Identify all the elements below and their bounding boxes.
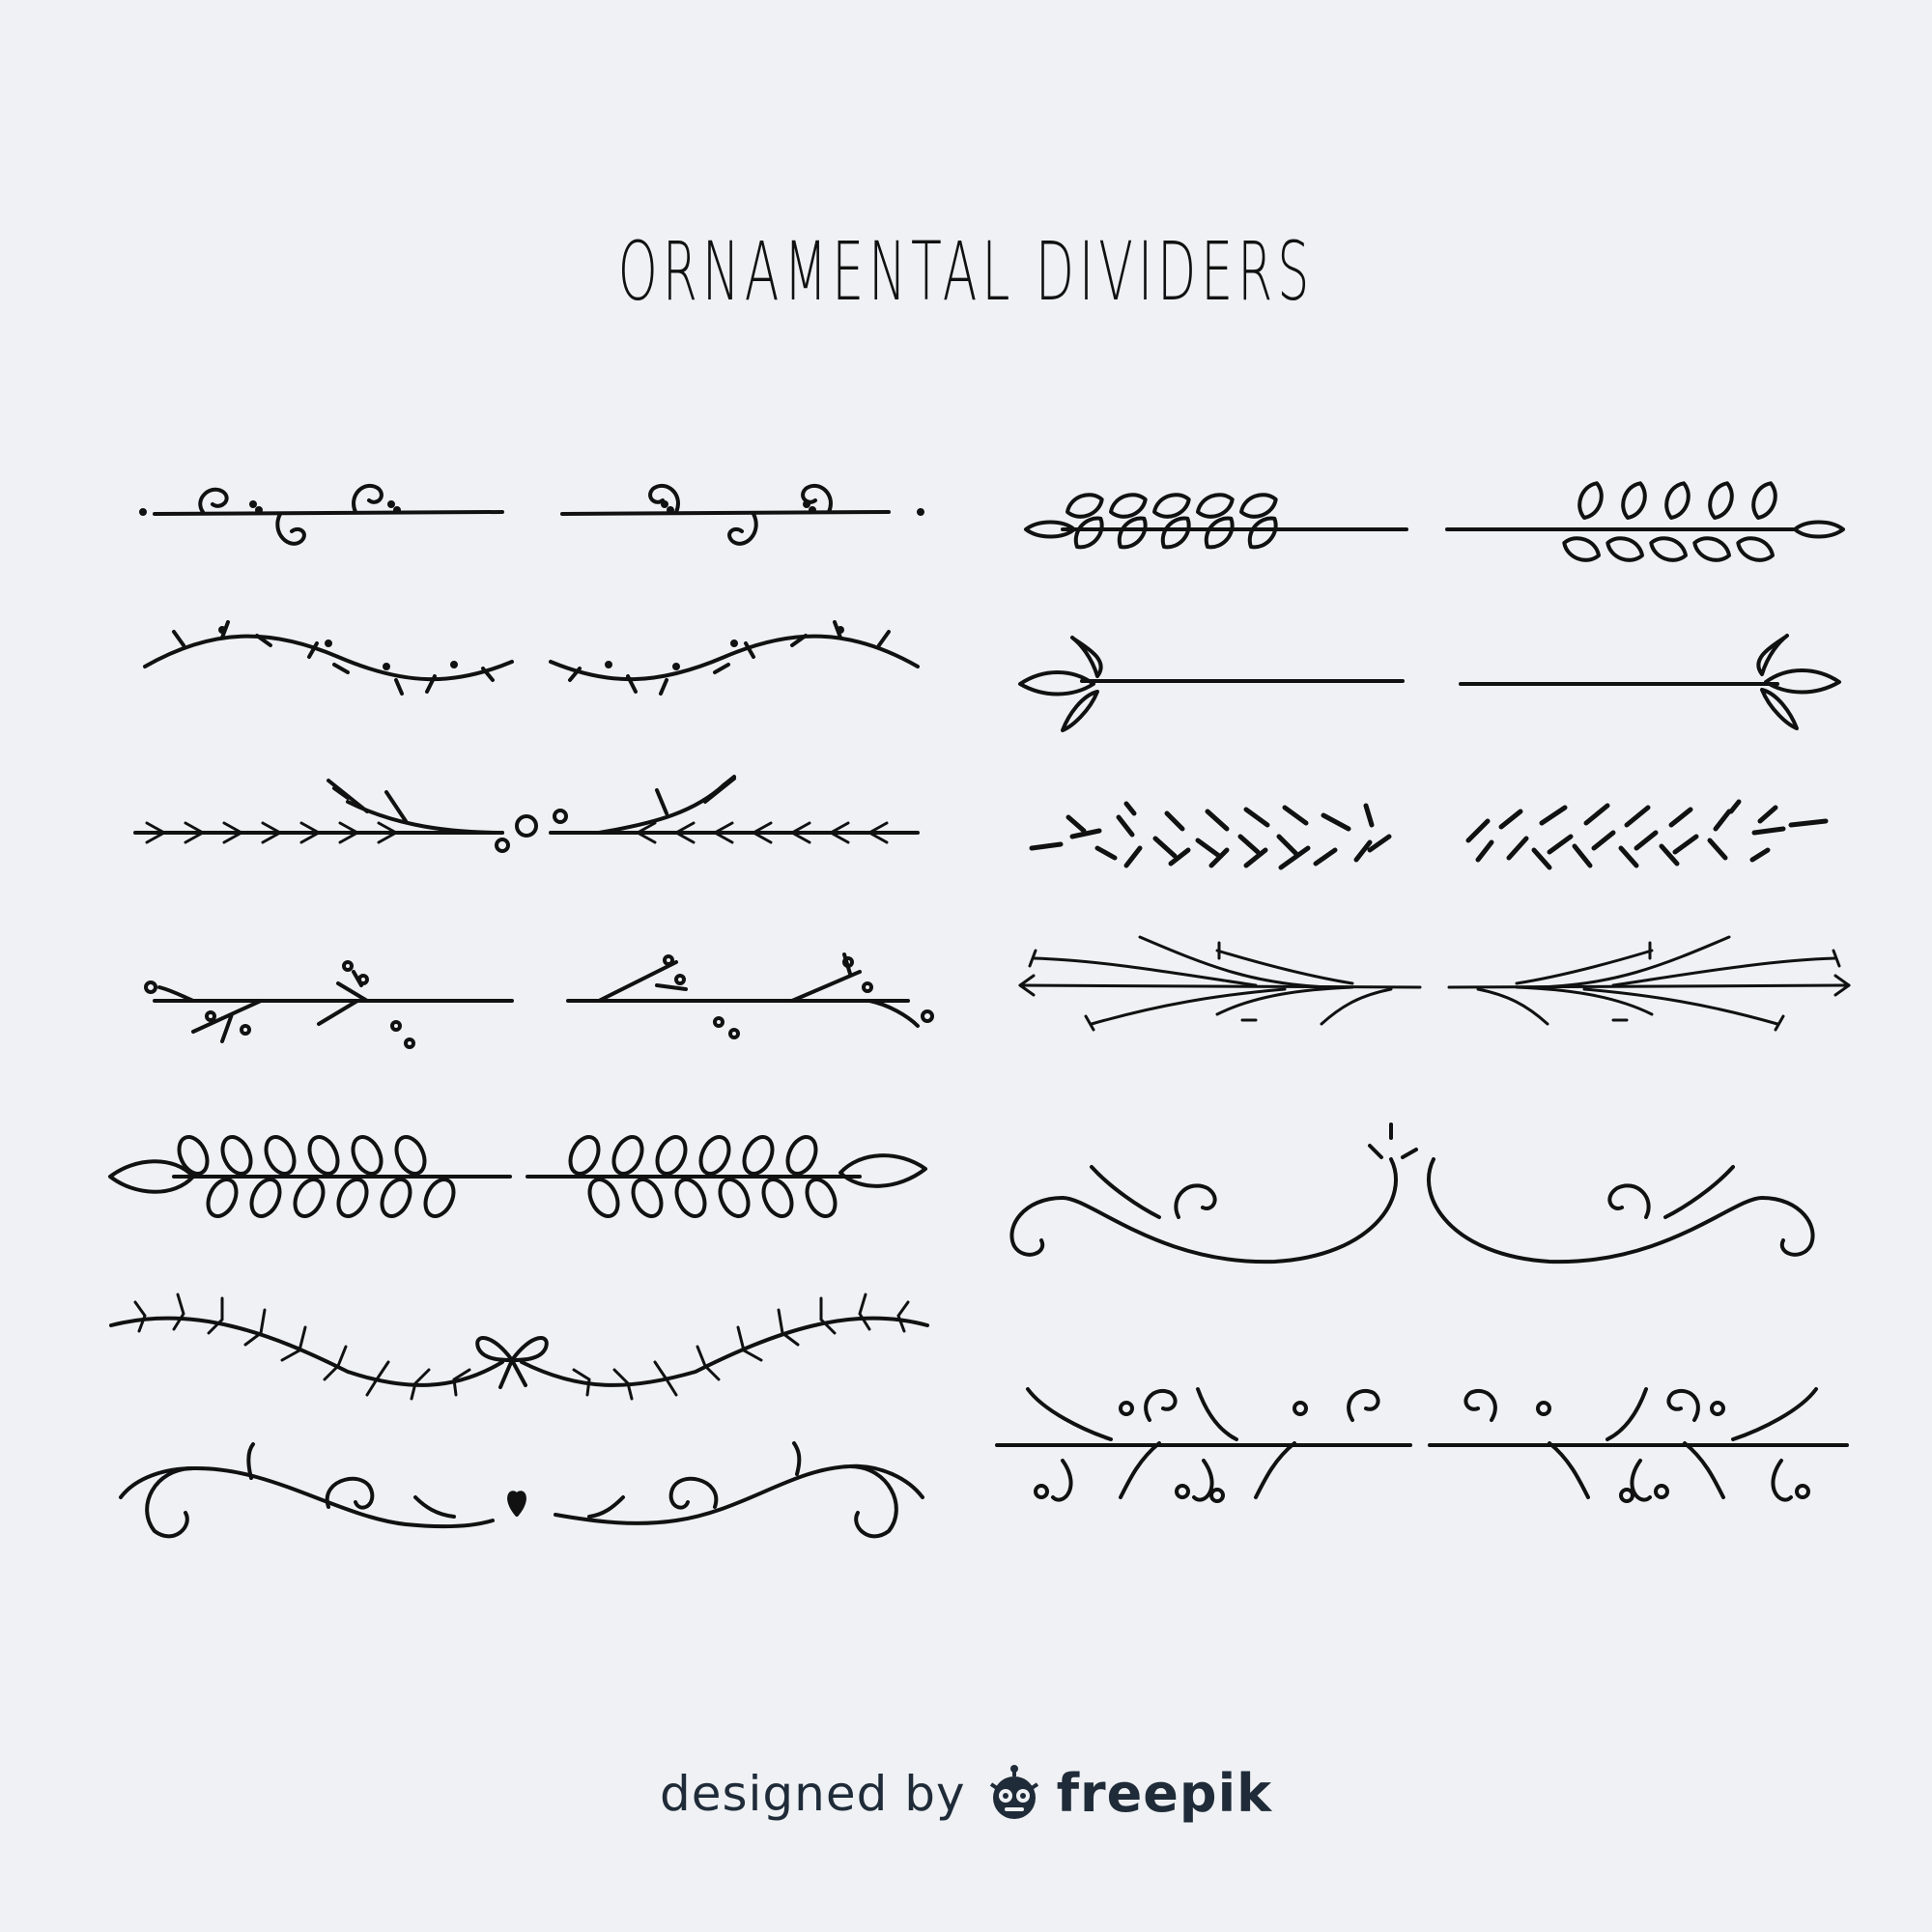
divider-berry-twig [144, 952, 934, 1049]
page-title: ORNAMENTAL DIVIDERS [617, 224, 1315, 319]
freepik-brand: freepik [1056, 1763, 1273, 1824]
divider-fern-branch [133, 775, 920, 853]
divider-flourish-heart [119, 1441, 924, 1539]
divider-scroll-swirl [1009, 1122, 1815, 1264]
divider-three-leaf-line [1018, 634, 1841, 732]
divider-pine-garland-bow [109, 1293, 929, 1401]
credit-prefix: designed by [659, 1765, 966, 1822]
divider-leaf-sprig [1024, 477, 1845, 567]
divider-thorny-vine [143, 620, 920, 696]
freepik-robot-logo-icon [989, 1764, 1038, 1819]
divider-swirl-thin [139, 484, 924, 546]
divider-swirl-dot-branch [995, 1387, 1849, 1503]
divider-round-leaf-laurel [108, 1135, 927, 1218]
divider-dashed-wheat [1029, 799, 1829, 870]
divider-arrow-branches [1018, 935, 1851, 1032]
credit-line: designed by freepik [0, 1763, 1932, 1824]
